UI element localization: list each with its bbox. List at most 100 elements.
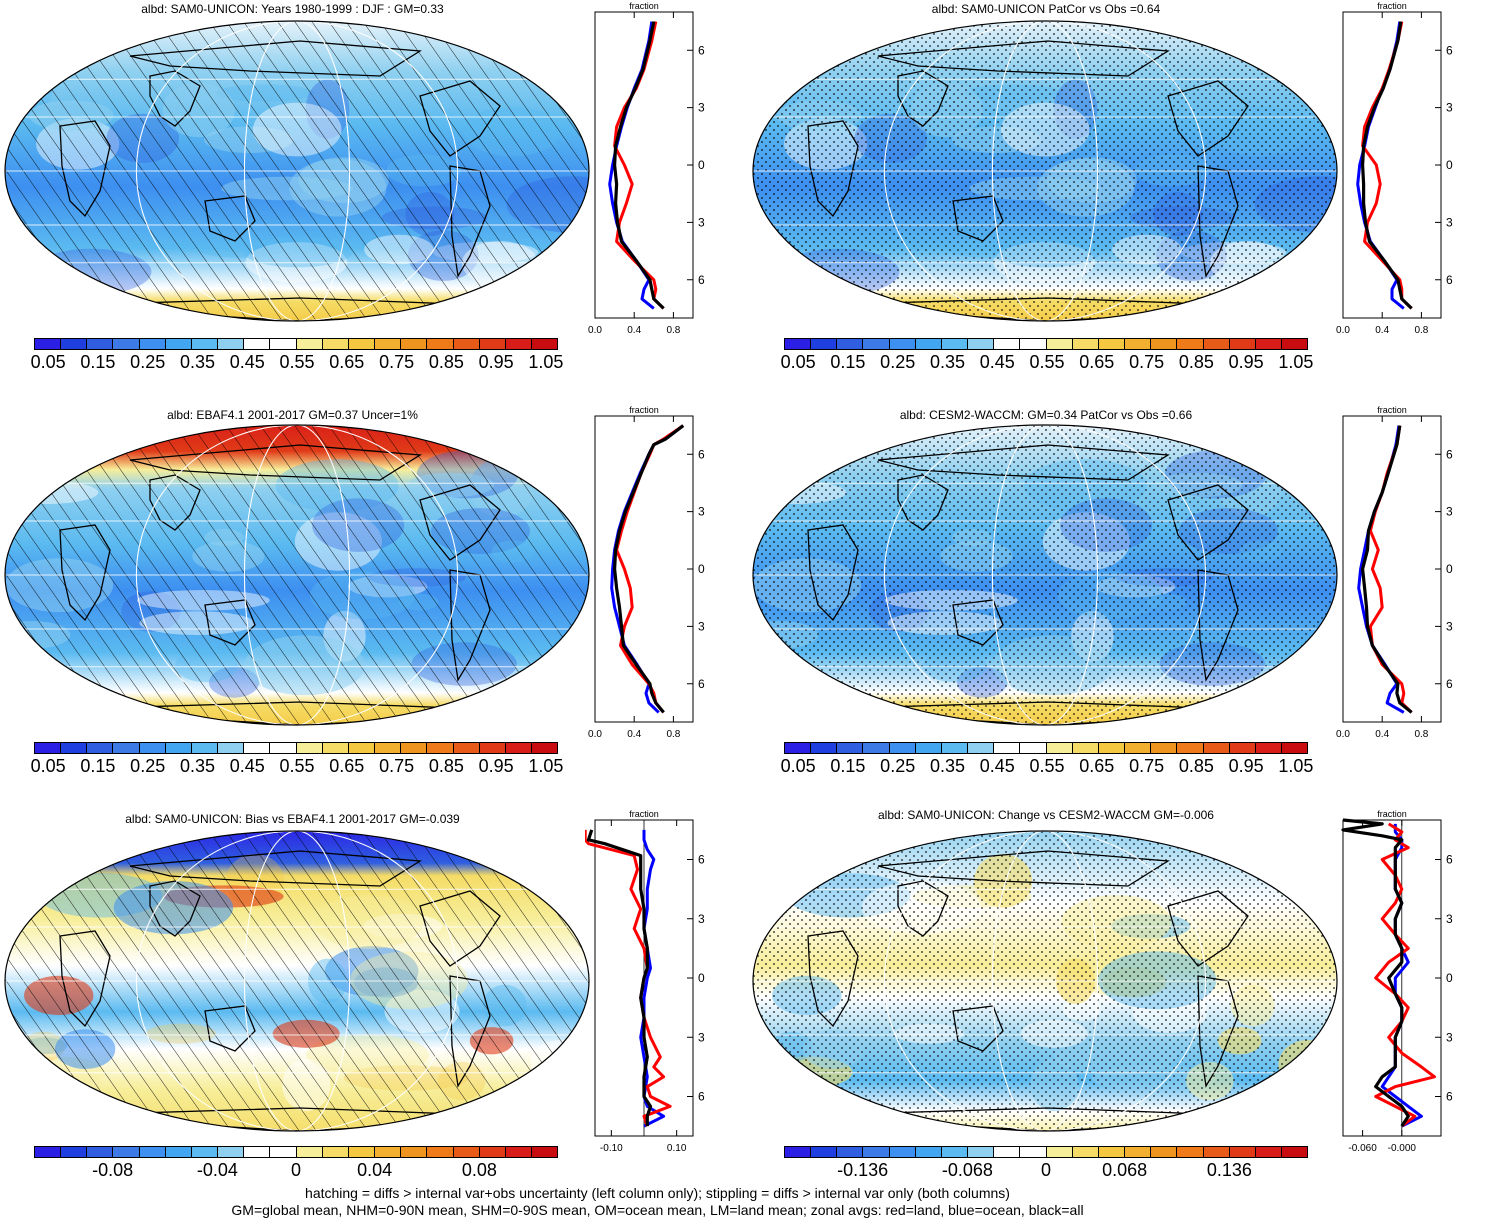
colorbar-tick-label: 0.55 xyxy=(1029,756,1065,776)
colorbar-swatch xyxy=(1125,339,1152,349)
colorbar-tick-label: 0.04 xyxy=(357,1160,393,1180)
colorbar-tick-label: 0.95 xyxy=(1228,352,1264,372)
longitude-gridline xyxy=(991,425,1099,725)
colorbar-swatch xyxy=(863,743,890,753)
colorbar-swatch xyxy=(785,339,812,349)
colorbar-tick-label: -0.068 xyxy=(941,1160,993,1180)
colorbar-swatch xyxy=(1281,1147,1308,1157)
y-tick-label: 30N xyxy=(1446,912,1453,926)
y-tick-label: 0 xyxy=(1446,971,1453,985)
colorbar-swatch xyxy=(191,339,219,349)
colorbar-swatch xyxy=(427,743,454,753)
colorbar-swatch xyxy=(531,1147,558,1157)
colorbar-swatch xyxy=(165,743,192,753)
colorbar-swatch xyxy=(915,743,942,753)
colorbar-swatch xyxy=(479,339,506,349)
colorbar-swatch xyxy=(1177,1147,1204,1157)
colorbar-swatch xyxy=(1151,339,1178,349)
colorbar-swatch xyxy=(1151,743,1178,753)
footer-line-2: GM=global mean, NHM=0-90N mean, SHM=0-90… xyxy=(231,1202,1084,1218)
colorbar-tick-label: -0.08 xyxy=(92,1160,134,1180)
colorbar-swatch xyxy=(531,339,558,349)
colorbar xyxy=(784,742,1308,754)
colorbar-swatch xyxy=(1255,743,1282,753)
colorbar-tick-label: 0.068 xyxy=(1102,1160,1148,1180)
colorbar-swatch xyxy=(348,1147,376,1157)
colorbar-swatch xyxy=(837,1147,864,1157)
zonal-average-plot: fraction 60N 30N 0 30S 60S -0.060 -0.000 xyxy=(1341,809,1453,1154)
x-tick-label: -0.060 xyxy=(1348,1143,1377,1154)
colorbar-swatch xyxy=(296,1147,323,1157)
zonal-line-all xyxy=(586,829,653,1127)
colorbar-tick-label: 0.45 xyxy=(979,352,1015,372)
colorbar-tick-label: 0.55 xyxy=(279,756,315,776)
x-tick-label: 0.4 xyxy=(627,325,641,336)
zonal-average-plot: fraction 60N 30N 0 30S 60S 0.0 0.4 0.8 xyxy=(1336,405,1453,740)
colorbar-tick-label: 0.95 xyxy=(478,756,514,776)
colorbar-swatch xyxy=(87,339,114,349)
zonal-line-ocean xyxy=(1357,425,1405,714)
colorbar-tick-label: 0.55 xyxy=(279,352,315,372)
zonal-plot-title: fraction xyxy=(1377,809,1407,819)
colorbar-swatch xyxy=(889,1147,916,1157)
x-tick-label: 0.0 xyxy=(588,729,602,740)
colorbar-swatch xyxy=(1177,339,1204,349)
footer-note: hatching = diffs > internal var+obs unce… xyxy=(0,1185,1315,1219)
longitude-gridline xyxy=(135,21,459,321)
colorbar-swatch xyxy=(375,339,402,349)
colorbar-tick-label: 0.35 xyxy=(179,352,216,372)
x-tick-label: 0.0 xyxy=(1336,729,1350,740)
world-map xyxy=(4,830,590,1132)
y-tick-label: 0 xyxy=(698,158,705,172)
x-tick-label: 0.0 xyxy=(588,325,602,336)
colorbar-labels: 0.05 0.15 0.25 0.35 0.45 0.55 0.65 0.75 0.85 0.95… xyxy=(781,756,1314,778)
colorbar-swatch xyxy=(1046,1147,1073,1157)
colorbar-swatch xyxy=(811,339,838,349)
map-title: albd: SAM0-UNICON: Change vs CESM2-WACCM… xyxy=(878,808,1214,822)
longitude-gridline xyxy=(991,21,1099,321)
colorbar-tick-label: 0.85 xyxy=(428,756,464,776)
colorbar-swatch xyxy=(1098,1147,1126,1157)
colorbar-swatch xyxy=(1151,1147,1178,1157)
colorbar-swatch xyxy=(968,339,995,349)
longitude-gridline xyxy=(135,425,459,725)
world-map xyxy=(752,20,1338,322)
colorbar-tick-label: 0.35 xyxy=(179,756,216,776)
longitude-gridline xyxy=(243,425,351,725)
map-border xyxy=(4,424,590,726)
colorbar-swatch xyxy=(1072,1147,1099,1157)
colorbar-swatch xyxy=(505,339,532,349)
colorbar-swatch xyxy=(1281,339,1308,349)
zonal-line-all xyxy=(1361,21,1413,310)
colorbar-swatch xyxy=(401,339,428,349)
colorbar-swatch xyxy=(139,339,166,349)
y-tick-label: 30N xyxy=(1446,505,1453,519)
colorbar-swatch xyxy=(941,1147,969,1157)
y-tick-label: 30N xyxy=(698,101,705,115)
colorbar-labels: -0.08 -0.04 0 0.04 0.08 xyxy=(34,1160,558,1182)
colorbar-swatch xyxy=(968,743,995,753)
colorbar-swatch xyxy=(785,743,812,753)
colorbar-swatch xyxy=(296,339,323,349)
map-border xyxy=(752,20,1338,322)
colorbar-swatch xyxy=(218,1147,245,1157)
colorbar-swatch xyxy=(837,339,864,349)
longitude-gridline xyxy=(991,831,1099,1131)
x-tick-label: 0.4 xyxy=(1375,325,1389,336)
colorbar-tick-label: -0.04 xyxy=(196,1160,238,1180)
y-tick-label: 30S xyxy=(1446,619,1453,633)
colorbar-tick-label: 0.15 xyxy=(830,756,866,776)
colorbar-swatch xyxy=(479,1147,506,1157)
colorbar-swatch xyxy=(270,743,297,753)
colorbar-swatch xyxy=(35,743,62,753)
longitude-gridline xyxy=(243,831,351,1131)
colorbar-tick-label: 0.65 xyxy=(329,756,365,776)
colorbar xyxy=(34,338,558,350)
colorbar-swatch xyxy=(915,339,942,349)
colorbar-labels: 0.05 0.15 0.25 0.35 0.45 0.55 0.65 0.75 0.85 0.95… xyxy=(31,352,564,374)
x-tick-label: 0.8 xyxy=(1414,325,1428,336)
colorbar-swatch xyxy=(348,743,376,753)
colorbar-tick-label: -0.136 xyxy=(837,1160,889,1180)
colorbar-tick-label: 0.15 xyxy=(80,352,116,372)
colorbar-swatch xyxy=(531,743,558,753)
